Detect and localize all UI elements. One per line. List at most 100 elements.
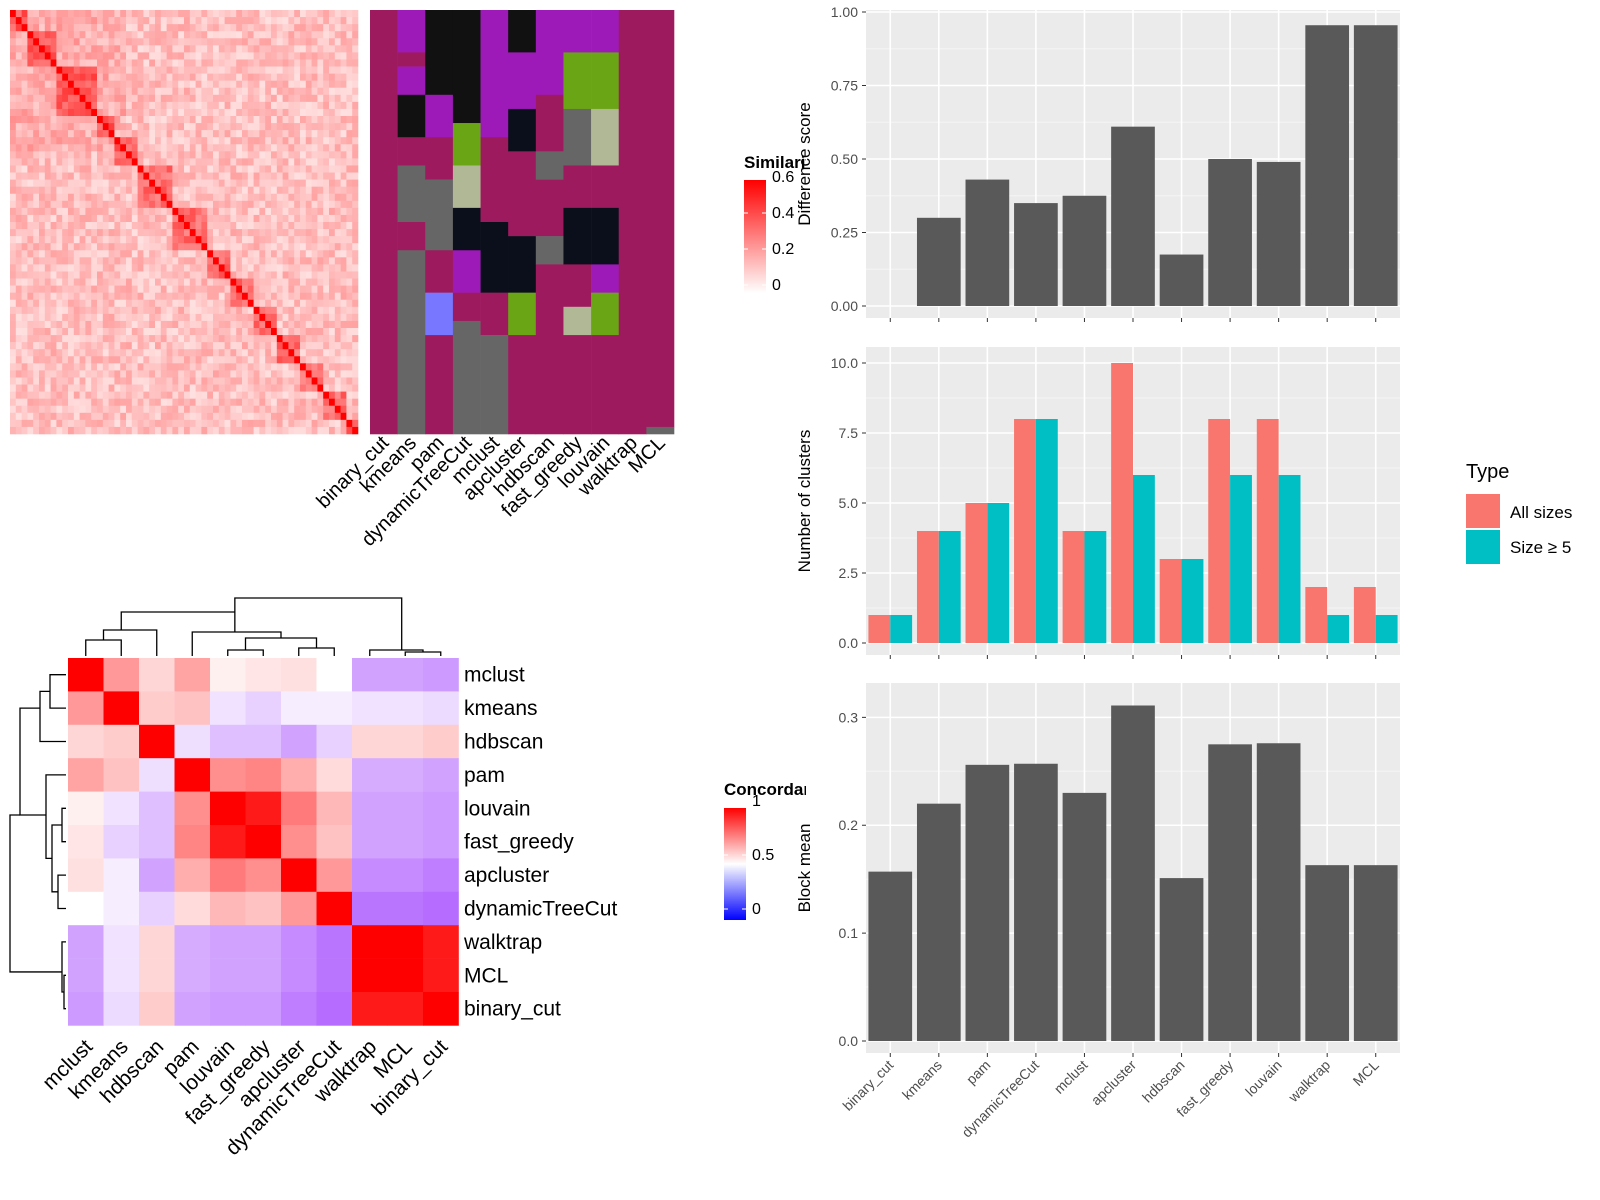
similarity-cell bbox=[79, 193, 86, 202]
similarity-cell bbox=[73, 116, 80, 124]
similarity-cell bbox=[340, 108, 347, 117]
similarity-cell bbox=[143, 130, 150, 138]
similarity-cell bbox=[288, 87, 295, 96]
similarity-cell bbox=[288, 17, 295, 25]
similarity-cell bbox=[39, 229, 46, 237]
similarity-cell bbox=[300, 80, 307, 89]
similarity-cell bbox=[33, 151, 40, 159]
similarity-cell bbox=[305, 52, 312, 60]
similarity-cell bbox=[62, 426, 69, 435]
similarity-cell bbox=[126, 59, 133, 67]
concordance-cell bbox=[316, 825, 353, 859]
similarity-cell bbox=[276, 130, 283, 138]
similarity-cell bbox=[91, 264, 98, 272]
similarity-cell bbox=[224, 123, 231, 131]
similarity-cell bbox=[79, 73, 86, 81]
similarity-cell bbox=[155, 214, 162, 223]
similarity-cell bbox=[207, 24, 214, 32]
similarity-cell bbox=[271, 45, 278, 53]
similarity-cell bbox=[300, 250, 307, 258]
similarity-cell bbox=[282, 292, 289, 301]
similarity-cell bbox=[15, 130, 22, 138]
similarity-cell bbox=[120, 236, 127, 244]
similarity-cell bbox=[126, 328, 133, 336]
similarity-cell bbox=[114, 87, 121, 96]
similarity-cell bbox=[340, 179, 347, 187]
similarity-cell bbox=[166, 342, 173, 350]
similarity-cell bbox=[265, 80, 272, 89]
similarity-cell bbox=[108, 101, 115, 110]
similarity-cell bbox=[236, 377, 243, 385]
similarity-cell bbox=[79, 179, 86, 187]
similarity-cell bbox=[172, 243, 179, 251]
similarity-cell bbox=[68, 384, 75, 392]
similarity-cell bbox=[317, 243, 324, 251]
similarity-cell bbox=[33, 59, 40, 67]
similarity-cell bbox=[33, 222, 40, 230]
similarity-cell bbox=[189, 193, 196, 202]
similarity-cell bbox=[102, 328, 109, 336]
bar-all-sizes bbox=[916, 531, 939, 643]
similarity-cell bbox=[352, 193, 359, 202]
similarity-cell bbox=[253, 306, 260, 315]
similarity-cell bbox=[15, 144, 22, 152]
similarity-cell bbox=[259, 193, 266, 202]
similarity-cell bbox=[265, 87, 272, 96]
similarity-cell bbox=[120, 412, 127, 421]
similarity-cell bbox=[33, 412, 40, 421]
similarity-cell bbox=[288, 250, 295, 258]
similarity-cell bbox=[189, 285, 196, 293]
similarity-cell bbox=[149, 94, 156, 103]
similarity-cell bbox=[166, 10, 173, 18]
similarity-cell bbox=[253, 17, 260, 25]
similarity-cell bbox=[282, 31, 289, 39]
similarity-cell bbox=[300, 377, 307, 385]
similarity-cell bbox=[44, 398, 51, 407]
similarity-cell bbox=[271, 363, 278, 371]
similarity-cell bbox=[207, 165, 214, 173]
similarity-cell bbox=[189, 412, 196, 421]
similarity-cell bbox=[276, 292, 283, 301]
similarity-cell bbox=[79, 278, 86, 286]
similarity-cell bbox=[323, 137, 330, 145]
similarity-cell bbox=[172, 257, 179, 265]
concordance-legend-title: Concordance bbox=[724, 780, 833, 799]
similarity-cell bbox=[120, 172, 127, 180]
similarity-cell bbox=[247, 426, 254, 435]
similarity-cell bbox=[27, 193, 34, 202]
similarity-cell bbox=[230, 419, 237, 428]
similarity-cell bbox=[97, 130, 104, 138]
similarity-cell bbox=[224, 222, 231, 230]
similarity-cell bbox=[160, 10, 167, 18]
similarity-cell bbox=[143, 320, 150, 329]
similarity-cell bbox=[155, 10, 162, 18]
similarity-cell bbox=[201, 144, 208, 152]
similarity-cell bbox=[56, 377, 63, 385]
similarity-cell bbox=[44, 186, 51, 195]
similarity-cell bbox=[172, 59, 179, 67]
similarity-cell bbox=[10, 108, 17, 117]
similarity-cell bbox=[329, 66, 336, 74]
similarity-cell bbox=[62, 193, 69, 202]
similarity-cell bbox=[230, 10, 237, 18]
similarity-cell bbox=[189, 45, 196, 53]
similarity-cell bbox=[44, 335, 51, 343]
similarity-cell bbox=[166, 328, 173, 336]
similarity-cell bbox=[276, 73, 283, 81]
similarity-cell bbox=[305, 306, 312, 315]
similarity-cell bbox=[137, 349, 144, 357]
similarity-cell bbox=[189, 66, 196, 74]
similarity-cell bbox=[317, 193, 324, 202]
similarity-cell bbox=[143, 59, 150, 67]
similarity-cell bbox=[172, 172, 179, 180]
similarity-cell bbox=[271, 285, 278, 293]
similarity-cell bbox=[166, 59, 173, 67]
similarity-cell bbox=[56, 335, 63, 343]
similarity-cell bbox=[305, 31, 312, 39]
similarity-cell bbox=[143, 179, 150, 187]
similarity-cell bbox=[305, 405, 312, 414]
similarity-cell bbox=[27, 370, 34, 378]
similarity-cell bbox=[68, 108, 75, 117]
similarity-cell bbox=[247, 123, 254, 131]
similarity-cell bbox=[184, 250, 191, 258]
